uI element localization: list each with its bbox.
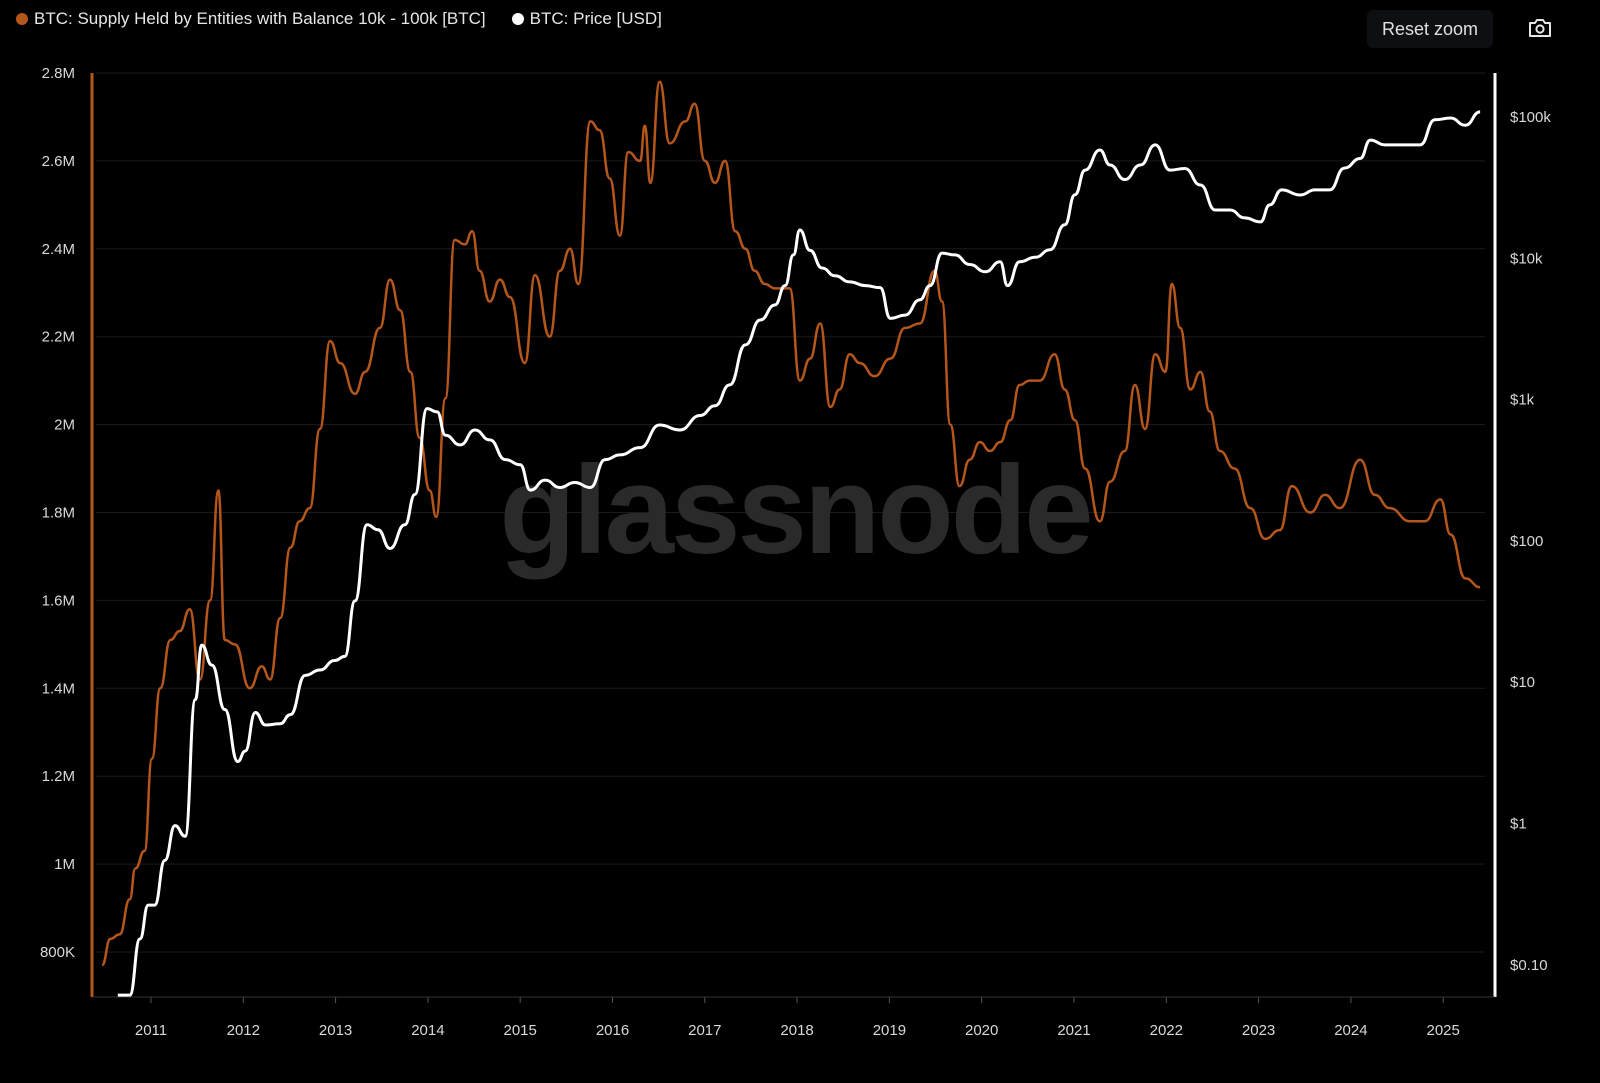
left-tick-label: 2.4M bbox=[42, 241, 75, 258]
left-tick-label: 2.6M bbox=[42, 153, 75, 170]
x-tick-label: 2023 bbox=[1242, 1022, 1275, 1039]
right-tick-label: $1 bbox=[1510, 816, 1527, 833]
right-tick-label: $100k bbox=[1510, 109, 1551, 126]
left-tick-label: 2.2M bbox=[42, 329, 75, 346]
right-tick-label: $10k bbox=[1510, 250, 1543, 267]
x-tick-label: 2015 bbox=[504, 1022, 537, 1039]
camera-icon[interactable] bbox=[1528, 17, 1552, 39]
left-tick-label: 1.4M bbox=[42, 680, 75, 697]
x-tick-label: 2018 bbox=[780, 1022, 813, 1039]
left-tick-label: 2.8M bbox=[42, 65, 75, 82]
supply-series-line bbox=[100, 80, 1481, 967]
x-tick-label: 2012 bbox=[227, 1022, 260, 1039]
legend-label-price: BTC: Price [USD] bbox=[529, 9, 662, 28]
right-tick-label: $10 bbox=[1510, 674, 1535, 691]
price-series-line bbox=[117, 110, 1481, 997]
legend: BTC: Supply Held by Entities with Balanc… bbox=[16, 9, 662, 29]
legend-dot-price bbox=[511, 13, 524, 25]
legend-item-price[interactable]: BTC: Price [USD] bbox=[511, 9, 662, 29]
reset-zoom-button[interactable]: Reset zoom bbox=[1367, 10, 1493, 48]
left-tick-label: 800K bbox=[40, 944, 75, 961]
x-tick-label: 2024 bbox=[1334, 1022, 1367, 1039]
left-tick-label: 1.6M bbox=[42, 592, 75, 609]
left-tick-label: 1M bbox=[54, 856, 75, 873]
x-tick-label: 2013 bbox=[319, 1022, 352, 1039]
x-tick-label: 2017 bbox=[688, 1022, 721, 1039]
watermark: glassnode bbox=[499, 441, 1090, 580]
right-tick-label: $1k bbox=[1510, 392, 1535, 409]
x-tick-label: 2014 bbox=[411, 1022, 444, 1039]
legend-dot-supply bbox=[16, 13, 28, 25]
right-tick-label: $0.10 bbox=[1510, 957, 1548, 974]
left-tick-label: 2M bbox=[54, 417, 75, 434]
legend-item-supply[interactable]: BTC: Supply Held by Entities with Balanc… bbox=[16, 9, 486, 29]
x-tick-label: 2019 bbox=[873, 1022, 906, 1039]
left-tick-label: 1.8M bbox=[42, 505, 75, 522]
x-tick-label: 2020 bbox=[965, 1022, 998, 1039]
x-tick-label: 2016 bbox=[596, 1022, 629, 1039]
x-tick-label: 2025 bbox=[1427, 1022, 1460, 1039]
left-tick-label: 1.2M bbox=[42, 768, 75, 785]
x-tick-label: 2011 bbox=[135, 1022, 167, 1039]
right-tick-label: $100 bbox=[1510, 533, 1543, 550]
x-tick-label: 2021 bbox=[1057, 1022, 1090, 1039]
x-tick-label: 2022 bbox=[1150, 1022, 1183, 1039]
legend-label-supply: BTC: Supply Held by Entities with Balanc… bbox=[34, 9, 486, 28]
